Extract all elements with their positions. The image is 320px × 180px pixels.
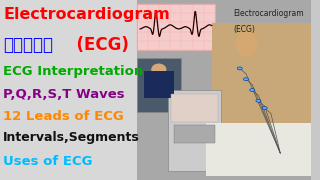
Bar	[137, 58, 180, 112]
Bar	[174, 125, 215, 143]
Text: 12 Leads of ECG: 12 Leads of ECG	[3, 110, 124, 123]
Text: ECG Interpretation: ECG Interpretation	[3, 65, 143, 78]
Text: Intervals,Segments: Intervals,Segments	[3, 131, 140, 144]
Circle shape	[256, 99, 261, 102]
Text: (ECG): (ECG)	[234, 25, 255, 34]
Text: P,Q,R,S,T Waves: P,Q,R,S,T Waves	[3, 88, 125, 101]
Bar	[137, 4, 215, 50]
Text: हिंदी: हिंदी	[3, 36, 53, 54]
Bar	[137, 0, 311, 180]
Circle shape	[237, 67, 242, 70]
Circle shape	[244, 78, 248, 81]
Text: Electrocardiogram: Electrocardiogram	[3, 7, 170, 22]
Circle shape	[262, 107, 267, 109]
Circle shape	[250, 89, 255, 91]
Bar	[205, 123, 311, 176]
Text: (ECG): (ECG)	[65, 36, 129, 54]
Ellipse shape	[151, 64, 166, 75]
Bar	[168, 90, 221, 171]
Ellipse shape	[236, 30, 258, 57]
Text: Electrocardiogram: Electrocardiogram	[234, 9, 304, 18]
Bar	[144, 71, 174, 98]
Bar	[212, 23, 311, 176]
Text: Uses of ECG: Uses of ECG	[3, 155, 92, 168]
Bar	[171, 94, 218, 122]
Bar	[0, 0, 137, 180]
